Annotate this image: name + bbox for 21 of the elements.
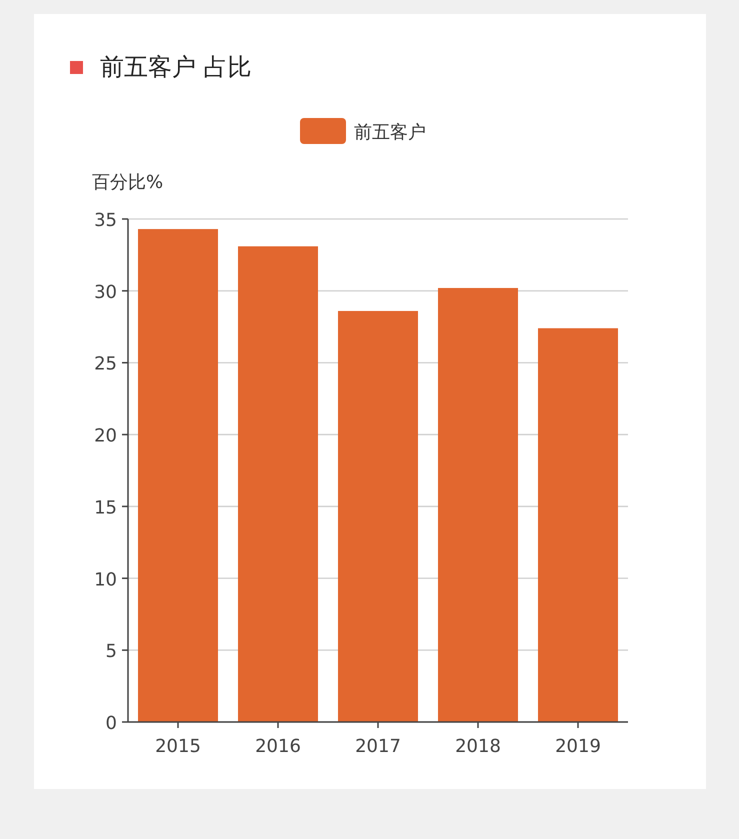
bar	[538, 328, 618, 722]
x-tick-label: 2016	[255, 736, 301, 757]
y-tick-label: 5	[106, 641, 117, 662]
bar	[438, 288, 518, 722]
y-tick-label: 25	[94, 354, 117, 375]
chart-title: 前五客户 占比	[100, 53, 252, 81]
bar	[338, 310, 418, 722]
legend-label: 前五客户	[354, 122, 426, 143]
x-tick-label: 2017	[355, 736, 401, 757]
y-tick-label: 15	[94, 497, 117, 518]
y-tick-label: 10	[94, 569, 117, 590]
y-axis-title: 百分比%	[92, 172, 164, 193]
bar	[238, 246, 318, 722]
y-tick-label: 30	[94, 282, 117, 303]
bar	[138, 229, 218, 722]
x-tick-label: 2015	[155, 736, 201, 757]
y-tick-label: 0	[106, 713, 117, 734]
y-tick-label: 20	[94, 426, 117, 447]
x-tick-label: 2019	[555, 736, 601, 757]
y-tick-label: 35	[94, 210, 117, 231]
x-tick-label: 2018	[455, 736, 501, 757]
